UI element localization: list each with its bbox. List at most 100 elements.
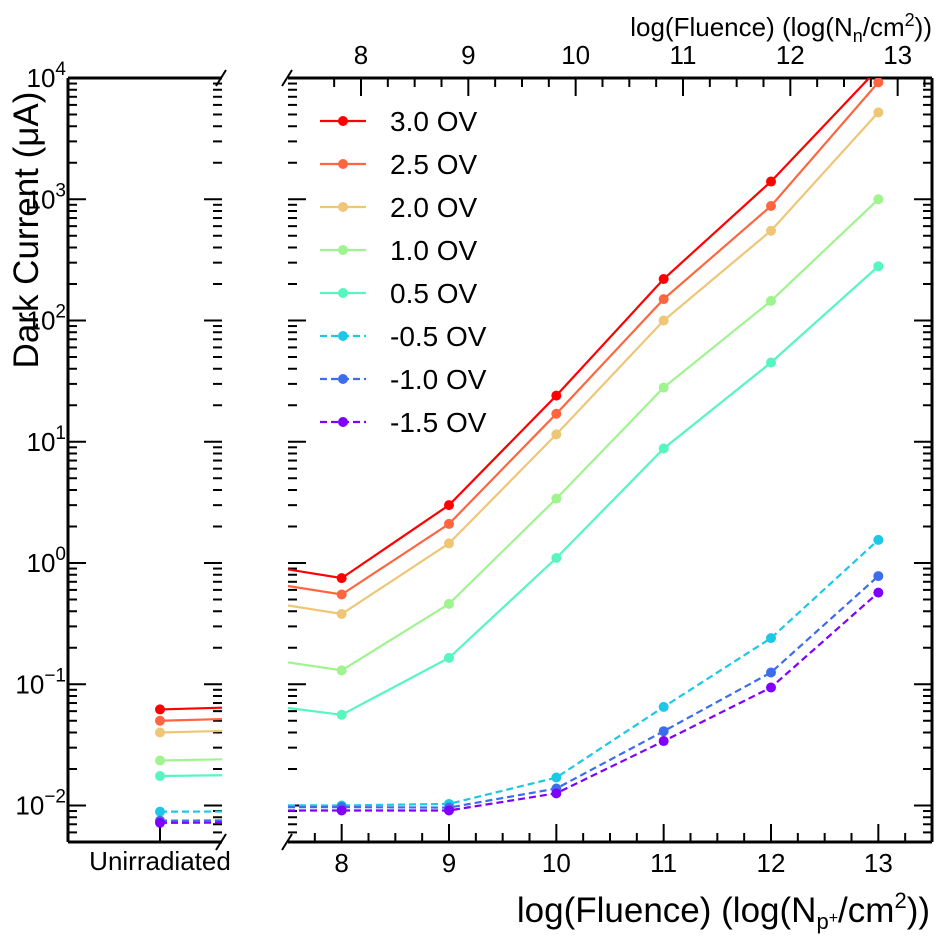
series-line-unirradiated [159, 774, 222, 778]
left-panel-series [155, 704, 222, 715]
data-point-unirradiated [155, 755, 165, 766]
data-point [444, 805, 454, 816]
data-point [658, 294, 669, 305]
data-point [873, 587, 884, 598]
data-point [551, 772, 562, 783]
series-line [288, 575, 880, 809]
data-point [336, 589, 347, 600]
legend-marker [338, 159, 348, 169]
data-point [766, 176, 776, 187]
legend-label: 3.0 OV [390, 106, 477, 137]
x-tick-label: 10 [542, 848, 571, 878]
data-point-unirradiated [155, 715, 165, 726]
series-line [288, 539, 880, 807]
data-point [766, 295, 776, 306]
x-tick-label: 8 [334, 848, 348, 878]
data-point [658, 273, 669, 284]
series-line [288, 81, 880, 596]
legend-marker [338, 374, 348, 384]
legend-label: 0.5 OV [390, 278, 477, 309]
legend-marker [338, 288, 348, 298]
top-x-tick-label: 12 [776, 40, 805, 70]
top-x-tick-label: 8 [354, 40, 368, 70]
axis-break-mark [281, 833, 293, 851]
data-point [336, 805, 347, 816]
data-point [551, 493, 562, 504]
series-line [288, 198, 880, 672]
series-line [288, 591, 880, 812]
data-point [658, 736, 669, 747]
series-2-5-ov [288, 78, 884, 600]
data-point [766, 200, 776, 211]
series-line-unirradiated [159, 758, 222, 762]
top-x-tick-label: 11 [669, 40, 696, 70]
data-point-unirradiated [155, 727, 165, 738]
left-panel-series [155, 755, 222, 766]
series-1-0-ov [288, 194, 884, 676]
y-tick-label: 10−2 [15, 787, 66, 821]
left-panel-series [155, 771, 222, 782]
left-panel-series [155, 817, 222, 828]
x-tick-label: 9 [442, 848, 456, 878]
data-point [444, 500, 454, 511]
data-point [766, 225, 776, 236]
data-point [766, 357, 776, 368]
data-point [336, 573, 347, 584]
data-point [873, 78, 884, 88]
legend-label: 2.0 OV [390, 192, 477, 223]
legend: 3.0 OV 2.5 OV 2.0 OV 1.0 OV 0.5 OV -0.5 OV -1.… [320, 106, 487, 438]
series-0-5-ov [288, 261, 884, 720]
data-point [873, 194, 884, 205]
data-point [873, 261, 884, 272]
legend-label: -1.0 OV [390, 364, 487, 395]
series--1-0-ov [288, 571, 884, 813]
left-panel-series [155, 815, 222, 826]
data-point [873, 107, 884, 118]
y-tick-label: 100 [27, 544, 67, 578]
data-point [444, 538, 454, 549]
legend-marker [338, 417, 348, 427]
legend-label: 1.0 OV [390, 235, 477, 266]
series--1-5-ov [288, 587, 884, 816]
data-point [551, 552, 562, 563]
data-point-unirradiated [155, 817, 165, 828]
legend-label: 2.5 OV [390, 149, 477, 180]
legend-marker [338, 116, 348, 126]
x-tick-label: 13 [864, 848, 893, 878]
series-line-unirradiated [159, 729, 222, 734]
data-point-unirradiated [155, 704, 165, 715]
series-line-unirradiated [159, 717, 222, 722]
series-line [288, 111, 880, 616]
y-tick-label: 103 [27, 180, 67, 214]
y-axis-label: Dark Current (μA) [7, 92, 46, 369]
data-point [658, 382, 669, 393]
data-point [336, 608, 347, 619]
left-panel-series [155, 715, 222, 726]
top-x-tick-label: 13 [883, 40, 912, 70]
data-point [658, 726, 669, 737]
legend-marker [338, 202, 348, 212]
data-point [766, 667, 776, 678]
data-point [444, 652, 454, 663]
legend-marker [338, 245, 348, 255]
data-point [551, 788, 562, 799]
left-panel-series [155, 806, 222, 817]
data-point [658, 443, 669, 454]
series-3-0-ov [288, 63, 883, 584]
data-point [873, 63, 883, 73]
data-point [658, 701, 669, 712]
series--0-5-ov [288, 534, 884, 811]
series-line [288, 78, 871, 580]
series-2-0-ov [288, 107, 884, 619]
data-point-unirradiated [155, 806, 165, 817]
data-point [658, 315, 669, 326]
data-point [336, 665, 347, 676]
data-point [766, 633, 776, 644]
x-axis-label: log(Fluence) (log(Np+/cm2)) [517, 888, 930, 934]
y-tick-label: 101 [27, 423, 67, 457]
legend-marker [338, 331, 348, 341]
data-point [766, 682, 776, 693]
top-x-tick-label: 9 [461, 40, 475, 70]
legend-label: -1.5 OV [390, 407, 487, 438]
